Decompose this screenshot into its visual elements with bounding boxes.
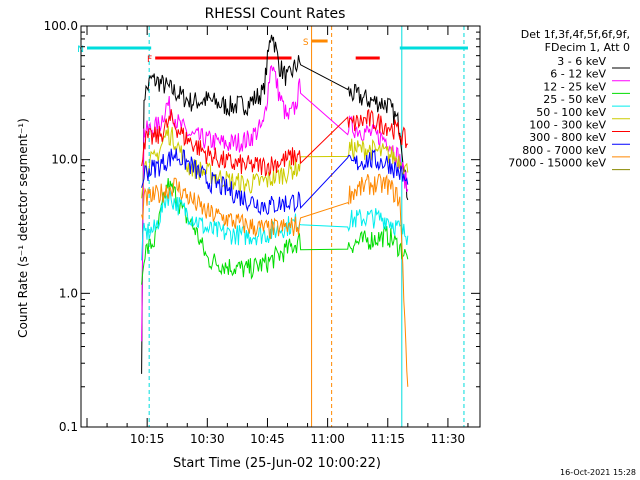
legend: Det 1f,3f,4f,5f,6f,9f, FDecim 1, Att 0 3…: [508, 28, 630, 171]
x-tick-label-5: 11:30: [431, 432, 466, 446]
legend-entry-6: 300 - 800 keV: [529, 131, 606, 144]
legend-entry-4: 50 - 100 keV: [536, 106, 606, 119]
series-line-0: [141, 34, 409, 374]
legend-entry-3: 25 - 50 keV: [543, 93, 606, 106]
axis-ticks: 0.1 1.0 10.0 100.0 10:15 10:30 10:45 11:00 11:15…: [44, 19, 480, 446]
legend-entry-8: 7000 - 15000 keV: [508, 157, 606, 170]
legend-header-line-1: Det 1f,3f,4f,5f,6f,9f,: [521, 28, 630, 41]
y-axis-label: Count Rate (s⁻¹ detector segment⁻¹): [16, 118, 30, 338]
flag-label-4: S: [303, 38, 309, 48]
y-tick-label-3: 100.0: [44, 19, 78, 33]
legend-entry-1: 6 - 12 keV: [550, 68, 606, 81]
legend-entry-5: 100 - 300 keV: [529, 119, 606, 132]
legend-header-line-2: FDecim 1, Att 0: [545, 41, 630, 54]
legend-entry-7: 800 - 7000 keV: [522, 144, 606, 157]
x-tick-label-4: 11:15: [370, 432, 405, 446]
plot-frame: [80, 25, 481, 428]
legend-entry-2: 12 - 25 keV: [543, 80, 606, 93]
series-line-5: [141, 108, 408, 177]
flag-label-0: F: [147, 55, 152, 65]
legend-entry-0: 3 - 6 keV: [557, 55, 606, 68]
series-line-3: [141, 190, 409, 261]
series-line-4: [141, 125, 409, 199]
x-tick-label-1: 10:30: [190, 432, 225, 446]
x-tick-label-0: 10:15: [130, 432, 165, 446]
series-line-6: [141, 148, 409, 216]
y-tick-label-1: 1.0: [59, 286, 78, 300]
timestamp: 16-Oct-2021 15:28: [560, 468, 636, 477]
x-tick-label-2: 10:45: [250, 432, 285, 446]
x-axis-label: Start Time (25-Jun-02 10:00:22): [173, 456, 381, 471]
y-tick-label-0: 0.1: [59, 420, 78, 434]
series-line-1: [141, 64, 409, 342]
series-line-7: [141, 173, 409, 387]
y-tick-label-2: 10.0: [51, 153, 78, 167]
plot-area: FNS: [77, 26, 468, 427]
chart-title: RHESSI Count Rates: [205, 6, 346, 22]
x-tick-label-3: 11:00: [310, 432, 345, 446]
